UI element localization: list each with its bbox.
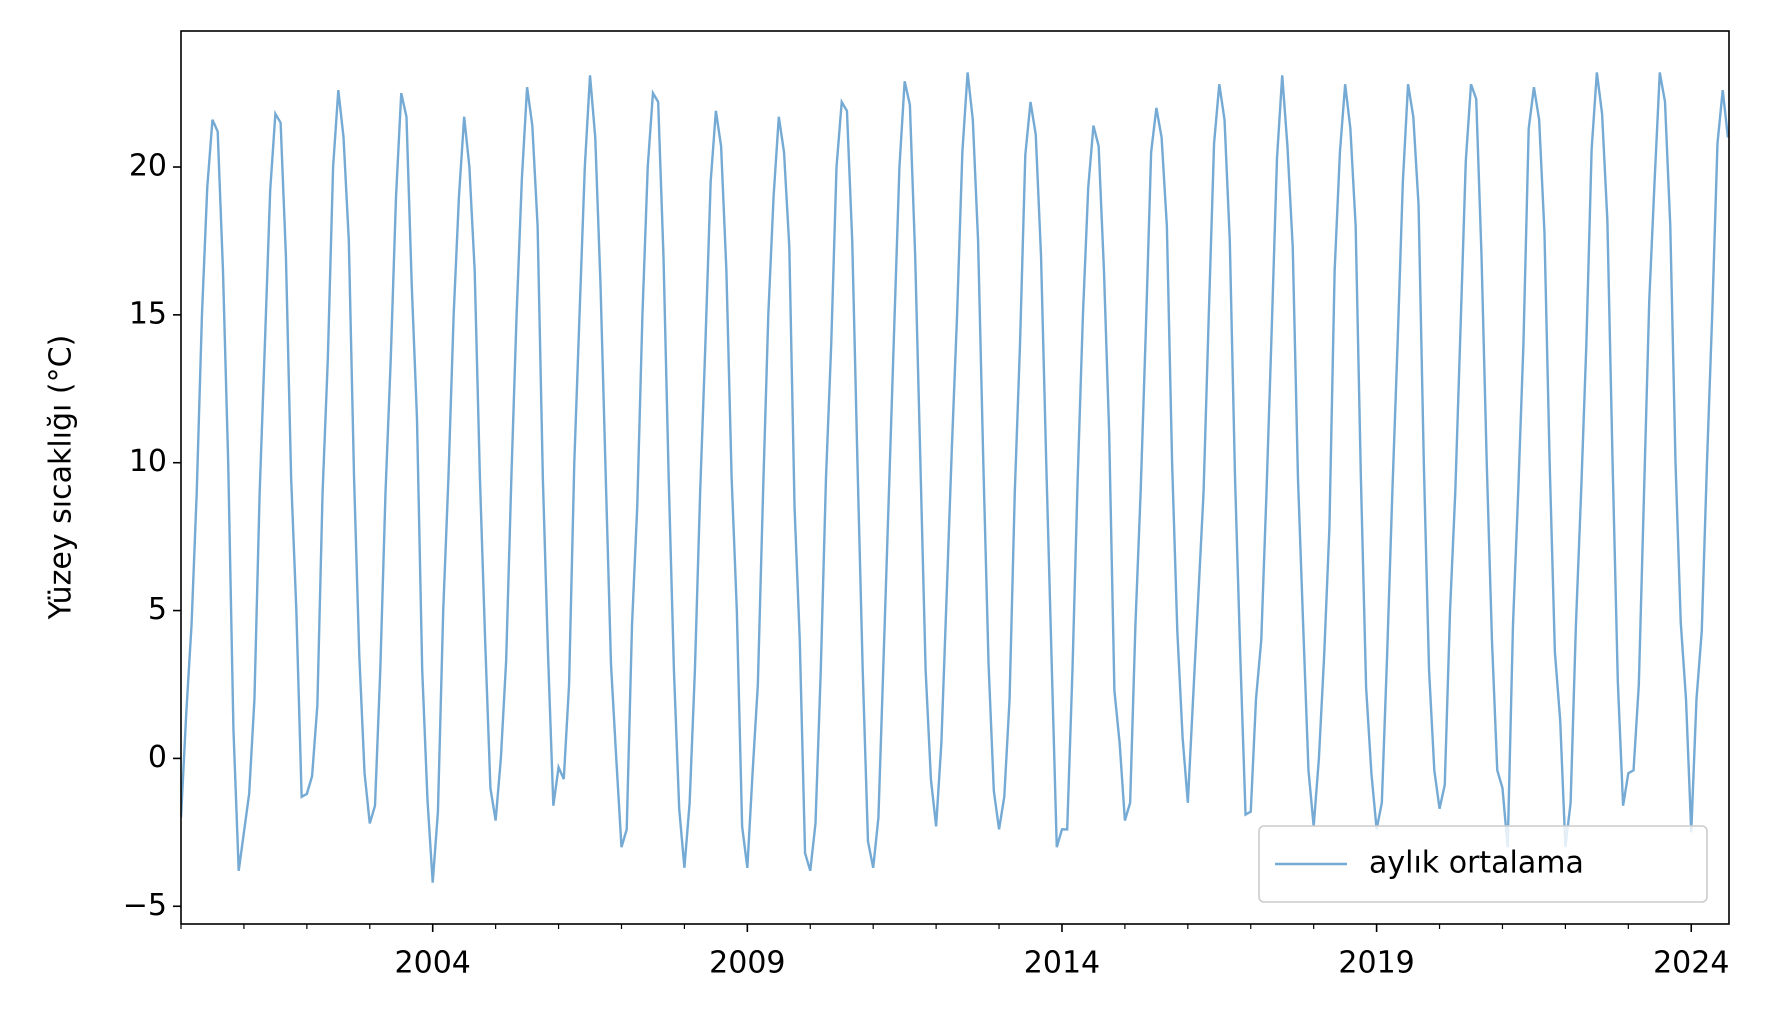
legend-label: aylık ortalama bbox=[1369, 846, 1584, 881]
x-tick-label: 2019 bbox=[1338, 946, 1414, 981]
x-tick-label: 2024 bbox=[1653, 946, 1729, 981]
x-tick-label: 2014 bbox=[1024, 946, 1100, 981]
y-tick-label: 10 bbox=[129, 444, 167, 479]
y-tick-label: 15 bbox=[129, 296, 167, 331]
x-tick-label: 2004 bbox=[395, 946, 471, 981]
data-line bbox=[181, 72, 1729, 883]
plot-frame bbox=[180, 30, 1730, 925]
y-axis-label: Yüzey sıcaklığı (°C) bbox=[44, 335, 79, 621]
legend-box bbox=[1258, 825, 1708, 903]
y-tick-label: 0 bbox=[148, 740, 167, 775]
y-tick-label: 20 bbox=[129, 149, 167, 184]
y-tick-label: −5 bbox=[123, 888, 167, 923]
y-tick-label: 5 bbox=[148, 592, 167, 627]
x-tick-label: 2009 bbox=[709, 946, 785, 981]
